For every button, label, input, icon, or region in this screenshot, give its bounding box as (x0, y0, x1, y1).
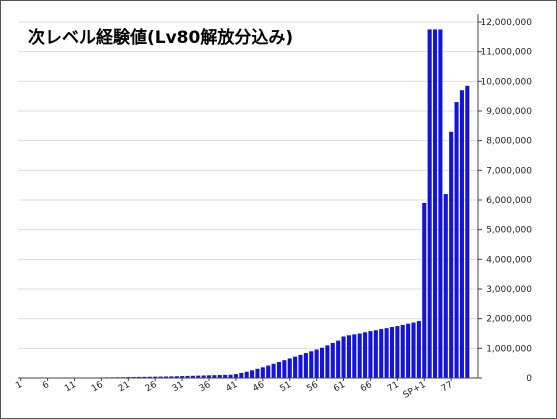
bar (357, 333, 362, 378)
bar (363, 332, 368, 378)
y-tick-label: 0 (526, 374, 532, 384)
bar (212, 375, 217, 378)
bar (319, 347, 325, 378)
bar (169, 376, 174, 378)
y-tick-label: 8,000,000 (486, 137, 532, 147)
bar (427, 29, 432, 379)
bar (443, 194, 448, 378)
x-tick-label: 61 (332, 380, 347, 394)
bar (449, 131, 454, 378)
bar (432, 29, 438, 379)
x-tick-label: 31 (171, 380, 186, 394)
bar (395, 326, 400, 378)
x-tick-label: 21 (117, 380, 132, 394)
bar (266, 365, 271, 378)
y-tick-label: 5,000,000 (486, 226, 532, 236)
x-tick-label: 77 (440, 380, 455, 394)
y-tick-label: 1,000,000 (486, 344, 532, 354)
bar (276, 361, 282, 378)
bar (137, 376, 142, 378)
bar (233, 374, 238, 378)
bar (282, 360, 287, 378)
x-tick-label: 51 (278, 380, 293, 394)
bar (239, 372, 244, 378)
bar (406, 323, 411, 378)
bar (287, 358, 292, 378)
bar (163, 376, 169, 378)
bar (142, 376, 147, 378)
x-tick-label: 6 (41, 380, 51, 392)
y-tick-label: 3,000,000 (486, 285, 532, 295)
bar (411, 322, 416, 378)
bar (330, 342, 335, 378)
bar (459, 90, 464, 378)
bar (341, 336, 346, 378)
bar (158, 376, 163, 378)
bar (153, 376, 158, 378)
bar (185, 375, 190, 378)
bar (368, 331, 373, 378)
bar (303, 353, 308, 378)
bar (196, 375, 201, 378)
bar (201, 375, 206, 378)
bar (352, 334, 357, 378)
bar (379, 329, 384, 378)
x-tick-label: 41 (225, 380, 240, 394)
bar (206, 375, 212, 378)
bar (325, 345, 330, 378)
y-tick-label: 10,000,000 (480, 77, 532, 87)
bar (223, 374, 228, 378)
bar (454, 102, 459, 378)
y-tick-label: 2,000,000 (486, 315, 532, 325)
bar (271, 363, 276, 378)
y-tick-label: 9,000,000 (486, 107, 532, 117)
bar (389, 326, 395, 378)
bar (400, 324, 405, 378)
bar (373, 330, 378, 378)
bar (250, 370, 255, 378)
bar (190, 375, 195, 378)
y-tick-label: 12,000,000 (480, 18, 532, 28)
y-tick-label: 4,000,000 (486, 255, 532, 265)
bar (180, 376, 185, 378)
bar (298, 354, 303, 378)
bar (416, 321, 421, 378)
bar (255, 368, 260, 378)
bar (465, 85, 470, 379)
bar (293, 356, 298, 378)
y-tick-label: 7,000,000 (486, 166, 532, 176)
x-tick-label: 71 (386, 380, 401, 394)
bar (422, 202, 427, 378)
bar (244, 371, 249, 378)
y-tick-label: 11,000,000 (480, 48, 532, 58)
chart-title: 次レベル経験値(Lv80解放分込み) (28, 27, 293, 48)
bar (217, 375, 222, 378)
bar (336, 340, 341, 378)
x-tick-label: 11 (63, 380, 78, 394)
bar (174, 376, 179, 378)
x-tick-label: 1 (14, 380, 24, 392)
bar (147, 376, 152, 378)
bar (314, 349, 319, 378)
bar (438, 29, 443, 379)
y-tick-label: 6,000,000 (486, 196, 532, 206)
bar (260, 367, 265, 378)
bar (346, 335, 351, 378)
bar (309, 351, 314, 378)
bar (228, 374, 233, 378)
bar (384, 328, 389, 378)
